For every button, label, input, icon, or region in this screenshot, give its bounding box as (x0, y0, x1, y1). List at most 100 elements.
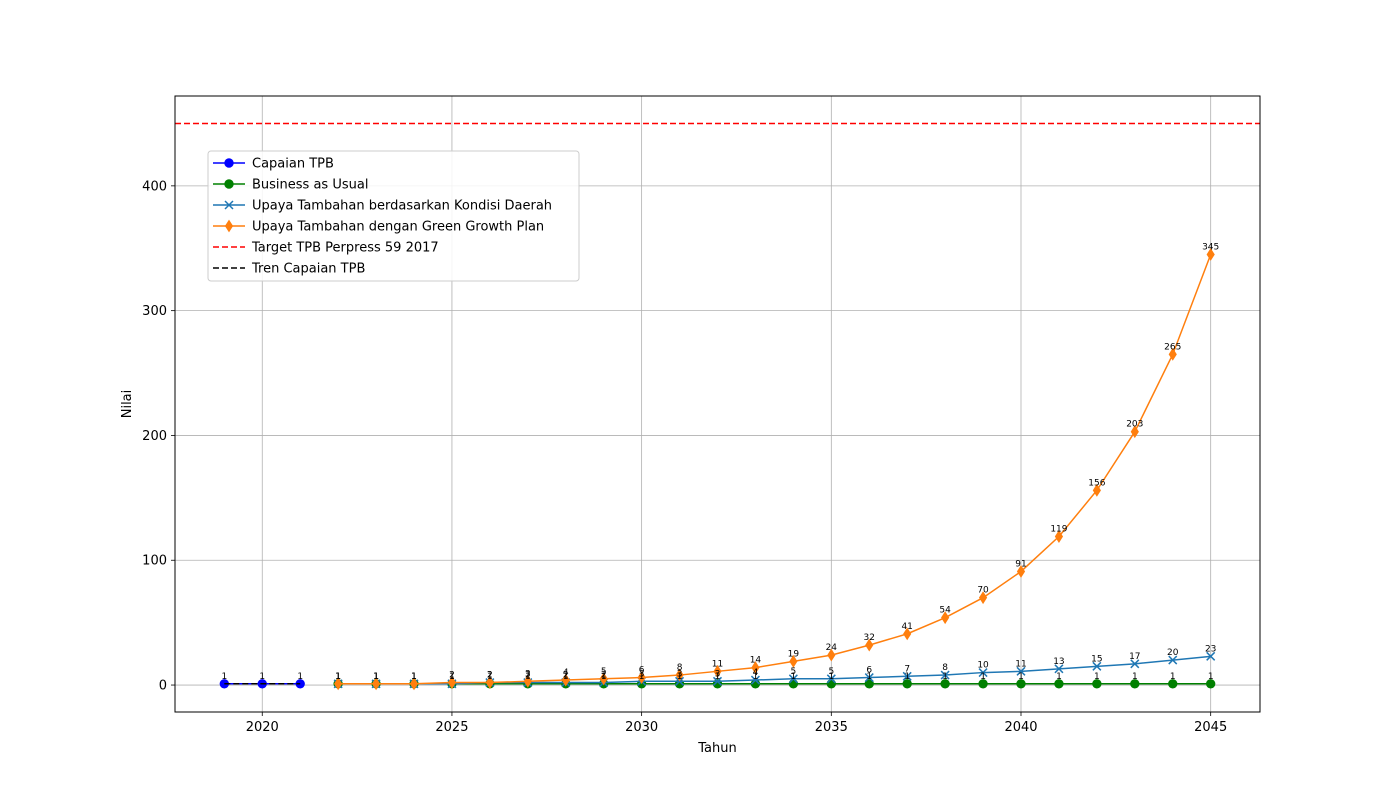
data-label-business-as-usual: 1 (639, 672, 645, 682)
data-label-upaya-tambahan-berdasarkan-kondisi-daerah: 13 (1053, 657, 1064, 667)
data-label-upaya-tambahan-dengan-green-growth-plan: 4 (563, 668, 569, 678)
legend-label: Target TPB Perpress 59 2017 (251, 241, 439, 256)
legend-label: Upaya Tambahan dengan Green Growth Plan (252, 220, 544, 235)
data-label-upaya-tambahan-dengan-green-growth-plan: 14 (750, 656, 762, 666)
data-point-upaya-tambahan-dengan-green-growth-plan (371, 677, 381, 691)
x-tick-label: 2020 (246, 720, 279, 735)
legend-marker (224, 219, 234, 233)
data-label-upaya-tambahan-dengan-green-growth-plan: 203 (1126, 420, 1143, 430)
data-label-upaya-tambahan-berdasarkan-kondisi-daerah: 3 (677, 669, 683, 679)
data-point-upaya-tambahan-dengan-green-growth-plan (561, 673, 570, 687)
data-label-upaya-tambahan-berdasarkan-kondisi-daerah: 20 (1167, 648, 1179, 658)
data-label-upaya-tambahan-dengan-green-growth-plan: 2 (449, 671, 455, 681)
data-label-upaya-tambahan-dengan-green-growth-plan: 156 (1088, 478, 1105, 488)
data-point-upaya-tambahan-berdasarkan-kondisi-daerah (1206, 651, 1216, 661)
data-label-upaya-tambahan-dengan-green-growth-plan: 5 (601, 667, 607, 677)
data-label-business-as-usual: 1 (677, 672, 683, 682)
y-tick-label: 100 (142, 554, 167, 569)
data-label-upaya-tambahan-berdasarkan-kondisi-daerah: 1 (335, 672, 341, 682)
data-label-upaya-tambahan-dengan-green-growth-plan: 11 (712, 659, 723, 669)
data-point-business-as-usual (1054, 679, 1064, 689)
data-point-upaya-tambahan-dengan-green-growth-plan (827, 648, 836, 662)
data-label-business-as-usual: 1 (601, 672, 607, 682)
y-tick-label: 400 (142, 179, 167, 194)
data-point-upaya-tambahan-berdasarkan-kondisi-daerah (1054, 664, 1064, 674)
data-label-business-as-usual: 1 (1056, 672, 1062, 682)
legend-item-target-tpb-perpress-59-2017: Target TPB Perpress 59 2017 (213, 241, 439, 256)
legend-marker (224, 200, 234, 210)
data-point-upaya-tambahan-berdasarkan-kondisi-daerah (826, 674, 836, 684)
data-label-upaya-tambahan-berdasarkan-kondisi-daerah: 2 (487, 671, 493, 681)
data-point-upaya-tambahan-dengan-green-growth-plan (637, 671, 646, 684)
data-label-upaya-tambahan-berdasarkan-kondisi-daerah: 5 (791, 667, 797, 677)
data-point-business-as-usual (1168, 679, 1178, 689)
legend-marker (224, 179, 234, 189)
legend-marker (224, 158, 234, 168)
data-label-capaian-tpb: 1 (259, 672, 265, 682)
legend-label: Capaian TPB (252, 157, 334, 172)
data-label-upaya-tambahan-berdasarkan-kondisi-daerah: 17 (1129, 652, 1140, 662)
data-point-upaya-tambahan-dengan-green-growth-plan (903, 627, 912, 641)
data-point-upaya-tambahan-berdasarkan-kondisi-daerah (864, 673, 874, 683)
x-tick-label: 2035 (815, 720, 848, 735)
data-label-business-as-usual: 1 (525, 672, 531, 682)
x-tick-label: 2030 (625, 720, 658, 735)
data-label-upaya-tambahan-dengan-green-growth-plan: 345 (1202, 242, 1219, 252)
data-label-upaya-tambahan-berdasarkan-kondisi-daerah: 1 (449, 672, 455, 682)
data-point-upaya-tambahan-dengan-green-growth-plan (713, 664, 722, 678)
data-labels: 1 1 1 1 1 1 1 1 1 1 1 1 1 1 1 1 1 1 1 1 1 1 1 1 1 1 11 1 1 1 2 2 2 2 3 3 3 4 5… (221, 242, 1219, 681)
plot-frame (174, 95, 1261, 713)
y-tick-label: 0 (159, 679, 167, 694)
data-label-upaya-tambahan-dengan-green-growth-plan: 41 (901, 622, 912, 632)
data-label-upaya-tambahan-dengan-green-growth-plan: 1 (335, 672, 341, 682)
data-point-business-as-usual (902, 679, 912, 689)
data-label-business-as-usual: 1 (980, 672, 986, 682)
data-point-upaya-tambahan-berdasarkan-kondisi-daerah (978, 668, 988, 678)
data-point-upaya-tambahan-dengan-green-growth-plan (485, 676, 494, 689)
data-label-upaya-tambahan-berdasarkan-kondisi-daerah: 15 (1091, 654, 1102, 664)
y-axis-title: Nilai (120, 390, 135, 419)
data-label-upaya-tambahan-dengan-green-growth-plan: 54 (939, 606, 951, 616)
data-point-upaya-tambahan-dengan-green-growth-plan (789, 654, 798, 668)
data-point-upaya-tambahan-dengan-green-growth-plan (334, 677, 343, 691)
data-label-business-as-usual: 1 (411, 672, 417, 682)
x-tick-label: 2025 (435, 720, 468, 735)
data-label-business-as-usual: 1 (715, 672, 721, 682)
data-label-upaya-tambahan-berdasarkan-kondisi-daerah: 3 (715, 669, 721, 679)
data-label-upaya-tambahan-dengan-green-growth-plan: 6 (639, 666, 645, 676)
data-label-upaya-tambahan-berdasarkan-kondisi-daerah: 6 (866, 666, 872, 676)
data-label-business-as-usual: 1 (1170, 672, 1176, 682)
data-point-upaya-tambahan-berdasarkan-kondisi-daerah (788, 674, 798, 684)
data-label-business-as-usual: 1 (373, 672, 379, 682)
legend: Capaian TPB Business as Usual Upaya Tambah… (207, 150, 580, 282)
data-point-upaya-tambahan-dengan-green-growth-plan (447, 676, 457, 689)
legend-label: Upaya Tambahan berdasarkan Kondisi Daera… (252, 199, 552, 214)
data-label-business-as-usual: 1 (1018, 672, 1024, 682)
data-point-upaya-tambahan-berdasarkan-kondisi-daerah (940, 670, 950, 680)
data-label-upaya-tambahan-berdasarkan-kondisi-daerah: 10 (977, 661, 989, 671)
data-label-business-as-usual: 1 (487, 672, 493, 682)
data-label-upaya-tambahan-berdasarkan-kondisi-daerah: 8 (942, 663, 948, 673)
data-label-upaya-tambahan-dengan-green-growth-plan: 19 (788, 649, 800, 659)
data-point-upaya-tambahan-dengan-green-growth-plan (865, 638, 874, 652)
data-point-business-as-usual (978, 679, 988, 689)
data-label-business-as-usual: 1 (563, 672, 569, 682)
data-point-upaya-tambahan-dengan-green-growth-plan (978, 591, 988, 605)
data-label-upaya-tambahan-berdasarkan-kondisi-daerah: 1 (411, 672, 417, 682)
data-point-business-as-usual (1130, 679, 1140, 689)
data-point-upaya-tambahan-dengan-green-growth-plan (599, 672, 608, 686)
data-point-business-as-usual (940, 679, 950, 689)
legend-item-upaya-tambahan-berdasarkan-kondisi-daerah: Upaya Tambahan berdasarkan Kondisi Daera… (213, 199, 552, 214)
legend-item-tren-capaian-tpb: Tren Capaian TPB (213, 262, 365, 277)
x-tick-label: 2045 (1194, 720, 1227, 735)
data-point-business-as-usual (864, 679, 874, 689)
data-label-business-as-usual: 1 (1094, 672, 1100, 682)
data-label-upaya-tambahan-berdasarkan-kondisi-daerah: 5 (828, 667, 834, 677)
data-label-upaya-tambahan-berdasarkan-kondisi-daerah: 7 (904, 664, 910, 674)
legend-label: Business as Usual (252, 178, 368, 193)
data-label-upaya-tambahan-dengan-green-growth-plan: 1 (373, 672, 379, 682)
data-label-upaya-tambahan-berdasarkan-kondisi-daerah: 23 (1205, 644, 1216, 654)
